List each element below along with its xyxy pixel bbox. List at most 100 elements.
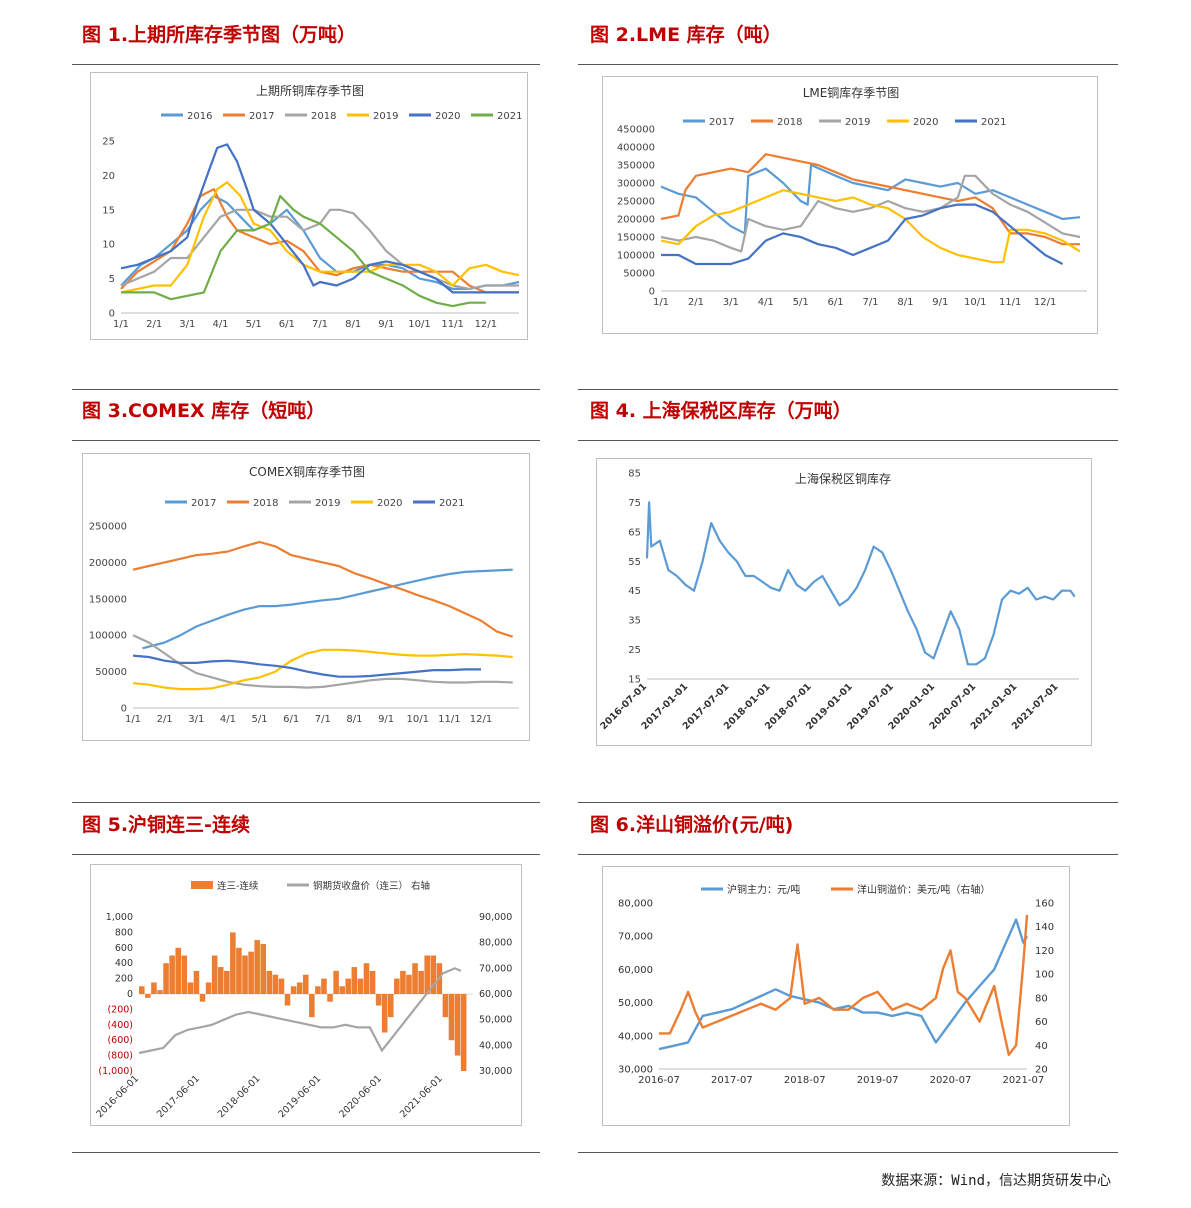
bar [181, 955, 188, 994]
panel-3-rule [72, 440, 540, 441]
legend-label: 连三-连续 [217, 880, 259, 892]
legend-label: 2019 [845, 117, 870, 128]
y-tick-label: 25 [628, 645, 641, 656]
x-tick-label: 10/1 [964, 297, 986, 308]
panel-3-heading: 图 3.COMEX 库存（短吨） [82, 400, 326, 422]
bar [406, 974, 412, 994]
legend-label: 2018 [253, 498, 278, 509]
y-left-tick-label: (200) [107, 1004, 133, 1015]
bar [224, 970, 230, 994]
bar [412, 963, 418, 994]
chart-4: 上海保税区铜库存 15 25 35 45 55 65 75 85 2016-07-01 2017-0… [596, 458, 1092, 746]
legend-label: 铜期货收盘价（连三） 右轴 [313, 880, 430, 892]
bar [418, 970, 424, 994]
x-tick-label: 1/1 [653, 297, 669, 308]
bar [205, 982, 212, 994]
y-tick-label: 50000 [623, 269, 655, 280]
y-tick-label: 10 [102, 240, 115, 251]
panel-2-heading: 图 2.LME 库存（吨） [590, 24, 782, 46]
series-line-main [645, 501, 1076, 666]
y-right-tick-label: 80 [1035, 993, 1048, 1004]
legend-label: 洋山铜溢价：美元/吨（右轴） [857, 883, 990, 896]
bar [345, 978, 352, 994]
bar [400, 970, 406, 994]
bar [339, 986, 345, 994]
bar [266, 970, 273, 994]
y-tick-label: 200000 [617, 215, 655, 226]
chart-title: LME铜库存季节图 [803, 85, 900, 100]
chart-title: COMEX铜库存季节图 [249, 464, 365, 479]
y-left-tick-label: 70,000 [618, 932, 653, 943]
series-line-2019 [120, 181, 520, 294]
bar [321, 978, 327, 994]
x-tick-label: 8/1 [346, 714, 362, 725]
y-right-tick-label: 60,000 [479, 989, 512, 1000]
legend-swatch [191, 881, 213, 889]
y-left-tick-label: 800 [115, 927, 133, 938]
bar [381, 994, 388, 1033]
y-right-tick-label: 120 [1035, 946, 1054, 957]
panel-6-heading: 图 6.洋山铜溢价(元/吨) [590, 814, 794, 836]
y-right-tick-label: 40,000 [479, 1040, 512, 1051]
y-tick-label: 65 [628, 527, 641, 538]
bar [363, 963, 370, 994]
x-tick-label: 5/1 [246, 319, 262, 330]
panel-5-heading: 图 5.沪铜连三-连续 [82, 814, 250, 836]
y-right-tick-label: 40 [1035, 1041, 1048, 1052]
legend-label: 2019 [373, 111, 398, 122]
y-right-tick-label: 100 [1035, 970, 1054, 981]
chart-3: COMEX铜库存季节图 0 50000 100000 150000 200000 25000… [82, 453, 530, 741]
bottom-rule-left [72, 1152, 540, 1153]
data-source-note: 数据来源：Wind，信达期货研发中心 [881, 1173, 1111, 1189]
x-tick-label: 1/1 [125, 714, 141, 725]
legend-label: 2018 [311, 111, 336, 122]
bar [357, 978, 364, 994]
series-line-2017 [660, 163, 1081, 235]
y-tick-label: 55 [628, 557, 641, 568]
bar [284, 994, 291, 1006]
bar [211, 955, 218, 994]
chart-5: 1,000 800 600 400 200 0 (200) (400) (600) (800) (1… [90, 864, 522, 1126]
bar [430, 955, 437, 994]
legend-label: 2017 [249, 111, 274, 122]
x-tick-label: 2020-07 [930, 1075, 972, 1086]
x-tick-label: 8/1 [897, 297, 913, 308]
chart-5-svg: 1,000 800 600 400 200 0 (200) (400) (600) (800) (1… [94, 880, 512, 1120]
bar [199, 994, 206, 1002]
y-left-tick-label: (400) [107, 1020, 133, 1031]
y-tick-label: 50000 [95, 667, 127, 678]
panel-1-heading: 图 1.上期所库存季节图（万吨） [82, 24, 357, 46]
y-tick-label: 35 [628, 616, 641, 627]
bar [387, 994, 394, 1018]
x-tick-label: 2018-06-01 [216, 1073, 263, 1120]
bar [242, 955, 248, 994]
x-tick-label: 6/1 [828, 297, 844, 308]
y-tick-label: 400000 [617, 143, 655, 154]
bar [369, 970, 376, 994]
series-line-2019 [660, 174, 1081, 253]
y-right-tick-label: 140 [1035, 922, 1054, 933]
y-tick-label: 20 [102, 171, 115, 182]
y-tick-label: 100000 [617, 251, 655, 262]
legend-label: 2021 [981, 117, 1006, 128]
legend-label: 沪铜主力：元/吨 [727, 883, 800, 896]
legend-label: 2018 [777, 117, 802, 128]
x-tick-label: 9/1 [932, 297, 948, 308]
panel-6-top-rule [578, 802, 1118, 803]
x-tick-label: 4/1 [758, 297, 774, 308]
y-tick-label: 250000 [89, 522, 127, 533]
x-tick-label: 8/1 [345, 319, 361, 330]
x-tick-label: 2019-07 [857, 1075, 899, 1086]
x-tick-label: 6/1 [283, 714, 299, 725]
y-left-tick-label: (1,000) [98, 1066, 133, 1077]
y-tick-label: 25 [102, 137, 115, 148]
bar [169, 955, 175, 994]
y-right-tick-label: 90,000 [479, 912, 512, 923]
panel-3-top-rule [72, 389, 540, 390]
x-tick-label: 7/1 [862, 297, 878, 308]
x-tick-label: 4/1 [220, 714, 236, 725]
x-tick-label: 2020-06-01 [337, 1073, 384, 1120]
legend-label: 2017 [709, 117, 734, 128]
bar [151, 982, 157, 994]
legend-label: 2020 [435, 111, 460, 122]
